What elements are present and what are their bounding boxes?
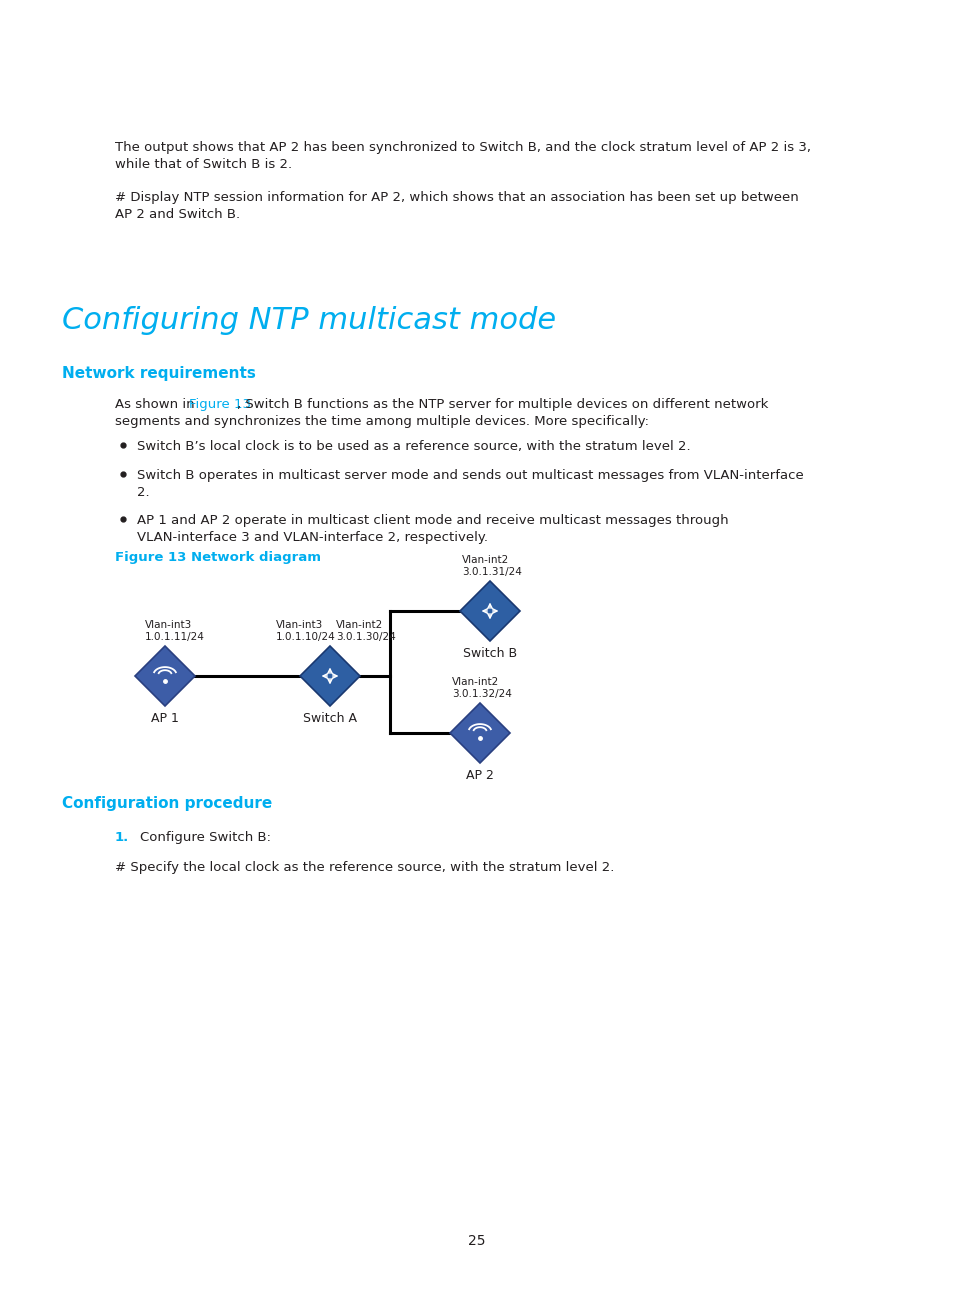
Text: Configuring NTP multicast mode: Configuring NTP multicast mode xyxy=(62,306,556,334)
Text: # Specify the local clock as the reference source, with the stratum level 2.: # Specify the local clock as the referen… xyxy=(115,861,614,874)
Text: 1.: 1. xyxy=(115,831,129,844)
Text: 25: 25 xyxy=(468,1234,485,1248)
Text: As shown in: As shown in xyxy=(115,398,198,411)
Text: Vlan-int3: Vlan-int3 xyxy=(275,619,323,630)
Polygon shape xyxy=(450,702,510,763)
Polygon shape xyxy=(459,581,519,642)
Text: AP 2 and Switch B.: AP 2 and Switch B. xyxy=(115,207,240,222)
Text: Vlan-int2: Vlan-int2 xyxy=(335,619,383,630)
Text: 2.: 2. xyxy=(137,486,150,499)
Text: Figure 13 Network diagram: Figure 13 Network diagram xyxy=(115,551,320,564)
Text: Network requirements: Network requirements xyxy=(62,365,255,381)
Text: Vlan-int3: Vlan-int3 xyxy=(145,619,193,630)
Text: 3.0.1.31/24: 3.0.1.31/24 xyxy=(461,568,521,577)
Text: Figure 13: Figure 13 xyxy=(189,398,251,411)
Text: AP 2: AP 2 xyxy=(466,769,494,781)
Text: Configuration procedure: Configuration procedure xyxy=(62,796,272,811)
Text: # Display NTP session information for AP 2, which shows that an association has : # Display NTP session information for AP… xyxy=(115,191,798,203)
Text: , Switch B functions as the NTP server for multiple devices on different network: , Switch B functions as the NTP server f… xyxy=(236,398,767,411)
Text: Switch B’s local clock is to be used as a reference source, with the stratum lev: Switch B’s local clock is to be used as … xyxy=(137,441,690,454)
Text: 3.0.1.30/24: 3.0.1.30/24 xyxy=(335,632,395,642)
Text: VLAN-interface 3 and VLAN-interface 2, respectively.: VLAN-interface 3 and VLAN-interface 2, r… xyxy=(137,531,488,544)
Text: Vlan-int2: Vlan-int2 xyxy=(461,555,509,565)
Text: Switch B operates in multicast server mode and sends out multicast messages from: Switch B operates in multicast server mo… xyxy=(137,469,803,482)
Text: Switch A: Switch A xyxy=(303,712,356,724)
Text: while that of Switch B is 2.: while that of Switch B is 2. xyxy=(115,158,292,171)
Text: Switch B: Switch B xyxy=(462,647,517,660)
Text: 3.0.1.32/24: 3.0.1.32/24 xyxy=(452,689,512,699)
Text: The output shows that AP 2 has been synchronized to Switch B, and the clock stra: The output shows that AP 2 has been sync… xyxy=(115,141,810,154)
Text: 1.0.1.10/24: 1.0.1.10/24 xyxy=(275,632,335,642)
Text: segments and synchronizes the time among multiple devices. More specifically:: segments and synchronizes the time among… xyxy=(115,415,648,428)
Text: AP 1 and AP 2 operate in multicast client mode and receive multicast messages th: AP 1 and AP 2 operate in multicast clien… xyxy=(137,515,728,527)
Polygon shape xyxy=(135,645,194,706)
Text: Configure Switch B:: Configure Switch B: xyxy=(140,831,271,844)
Text: 1.0.1.11/24: 1.0.1.11/24 xyxy=(145,632,205,642)
Text: Vlan-int2: Vlan-int2 xyxy=(452,677,498,687)
Text: AP 1: AP 1 xyxy=(151,712,179,724)
Polygon shape xyxy=(299,645,359,706)
